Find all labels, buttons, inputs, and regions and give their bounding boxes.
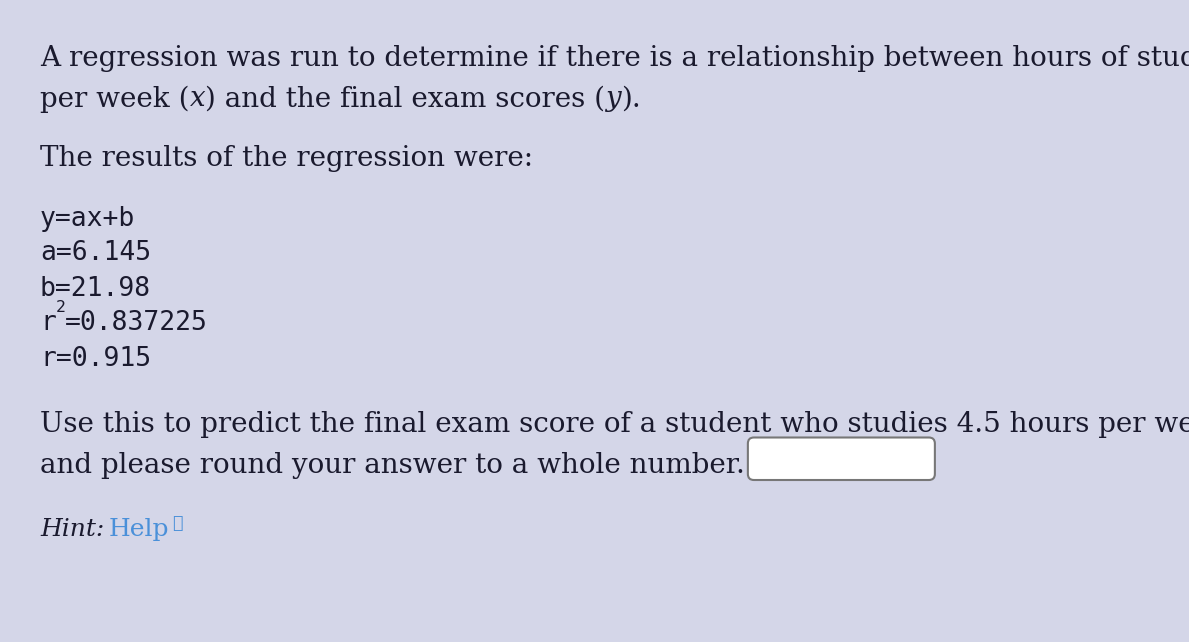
Text: r: r bbox=[40, 311, 56, 336]
Text: y=ax+b: y=ax+b bbox=[40, 205, 136, 232]
Text: Use this to predict the final exam score of a student who studies 4.5 hours per : Use this to predict the final exam score… bbox=[40, 412, 1189, 438]
Text: per week (: per week ( bbox=[40, 85, 189, 113]
Text: a=6.145: a=6.145 bbox=[40, 241, 151, 266]
Text: =0.837225: =0.837225 bbox=[64, 311, 208, 336]
Text: Help: Help bbox=[108, 518, 169, 541]
Text: r=0.915: r=0.915 bbox=[40, 345, 151, 372]
Text: y: y bbox=[605, 85, 621, 112]
Text: ) and the final exam scores (: ) and the final exam scores ( bbox=[206, 85, 605, 112]
Text: x: x bbox=[189, 85, 206, 112]
Text: b=21.98: b=21.98 bbox=[40, 275, 151, 302]
Text: ).: ). bbox=[621, 85, 641, 112]
Text: 2: 2 bbox=[56, 300, 65, 315]
Text: Hint:: Hint: bbox=[40, 518, 105, 541]
Text: and please round your answer to a whole number.: and please round your answer to a whole … bbox=[40, 452, 744, 479]
FancyBboxPatch shape bbox=[748, 437, 935, 480]
Text: ⧉: ⧉ bbox=[171, 514, 182, 532]
Text: A regression was run to determine if there is a relationship between hours of st: A regression was run to determine if the… bbox=[40, 45, 1189, 72]
Text: The results of the regression were:: The results of the regression were: bbox=[40, 146, 533, 173]
